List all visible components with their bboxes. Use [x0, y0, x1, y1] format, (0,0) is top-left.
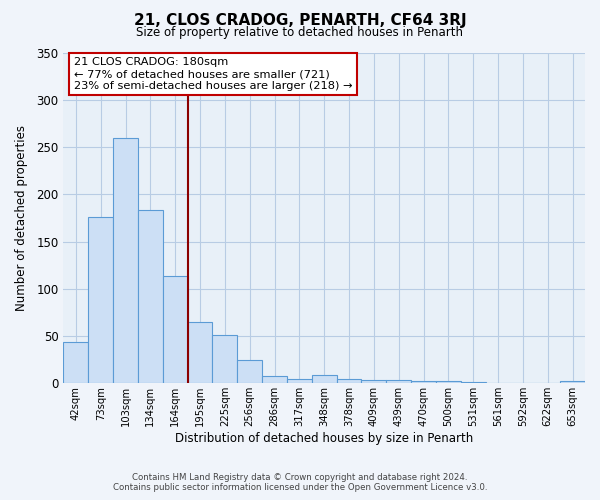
- X-axis label: Distribution of detached houses by size in Penarth: Distribution of detached houses by size …: [175, 432, 473, 445]
- Text: Size of property relative to detached houses in Penarth: Size of property relative to detached ho…: [137, 26, 464, 39]
- Text: 21, CLOS CRADOG, PENARTH, CF64 3RJ: 21, CLOS CRADOG, PENARTH, CF64 3RJ: [134, 12, 466, 28]
- Bar: [436, 382, 461, 384]
- Bar: [237, 360, 262, 384]
- Bar: [361, 380, 386, 384]
- Bar: [163, 276, 188, 384]
- Bar: [560, 382, 585, 384]
- Bar: [262, 376, 287, 384]
- Bar: [212, 335, 237, 384]
- Bar: [411, 382, 436, 384]
- Bar: [337, 378, 361, 384]
- Text: 21 CLOS CRADOG: 180sqm
← 77% of detached houses are smaller (721)
23% of semi-de: 21 CLOS CRADOG: 180sqm ← 77% of detached…: [74, 58, 352, 90]
- Bar: [386, 380, 411, 384]
- Bar: [461, 382, 485, 384]
- Bar: [113, 138, 138, 384]
- Bar: [287, 378, 312, 384]
- Y-axis label: Number of detached properties: Number of detached properties: [15, 125, 28, 311]
- Bar: [64, 342, 88, 384]
- Bar: [88, 217, 113, 384]
- Text: Contains HM Land Registry data © Crown copyright and database right 2024.
Contai: Contains HM Land Registry data © Crown c…: [113, 473, 487, 492]
- Bar: [188, 322, 212, 384]
- Bar: [312, 375, 337, 384]
- Bar: [138, 210, 163, 384]
